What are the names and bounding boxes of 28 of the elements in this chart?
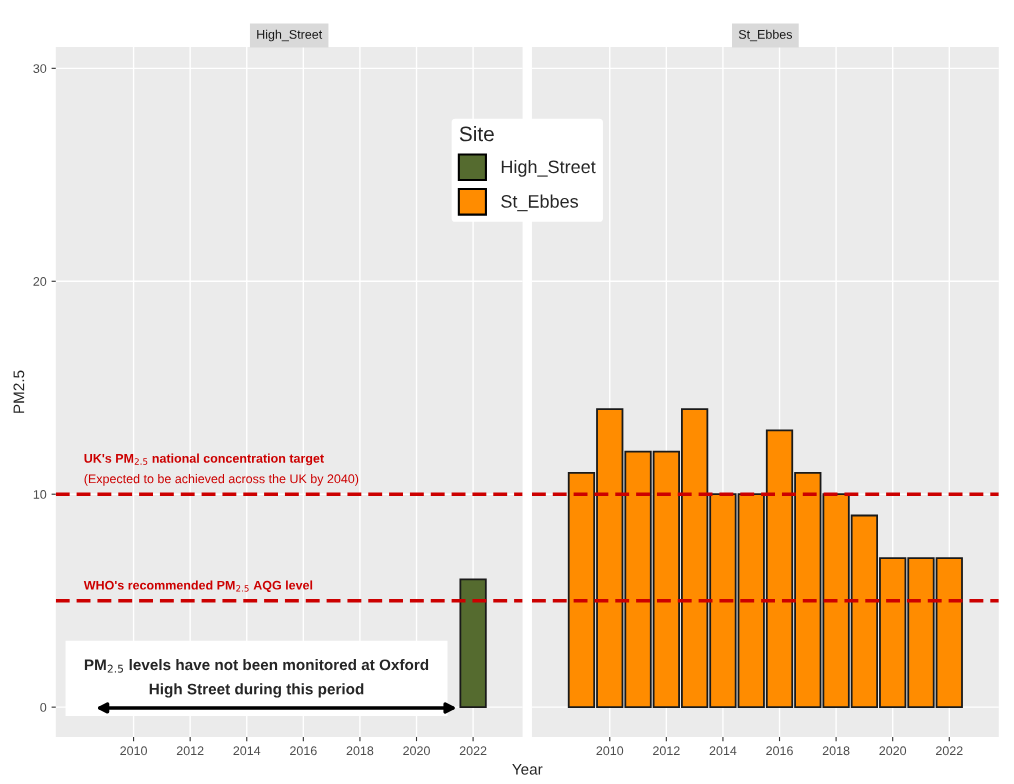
y-axis-title: PM2.5 [13,370,25,413]
x-tick-label: 2022 [459,746,487,756]
x-tick-label: 2012 [653,746,680,756]
ref-line-label: WHO's recommended PM$_{2.5}$ AQG level [83,580,313,592]
x-axis-title: Year [512,764,543,775]
x-tick-label: 2020 [403,746,430,756]
x-tick-label: 2016 [290,746,317,756]
chart-title: High_Street [257,29,323,42]
x-tick-label: 2018 [822,746,850,756]
y-tick-label: 0 [40,702,47,712]
x-tick-label: 2014 [709,746,737,756]
x-tick-label: 2014 [233,746,261,756]
legend-label: St_Ebbes [501,194,579,212]
x-tick-label: 2022 [936,746,963,756]
y-tick-label: 30 [33,64,47,73]
y-tick-label: 10 [33,490,47,499]
annotation: PM$_{2.5}$ levels have not been monitored at Oxford High Street during this period [84,658,429,698]
legend-title: Site [459,126,494,142]
x-tick-label: 2018 [346,746,374,756]
ref-line-label: UK's PM$_{2.5}$ national concentration target (Expected to be achieved across the UK by 2040) [84,453,359,486]
chart-title: St_Ebbes [738,29,793,42]
x-tick-label: 2010 [120,746,147,756]
legend-label: High_Street [501,159,596,177]
x-tick-label: 2016 [766,746,793,756]
x-tick-label: 2020 [879,746,907,756]
x-tick-label: 2012 [176,746,204,756]
y-tick-label: 20 [33,277,47,286]
x-tick-label: 2010 [596,746,624,756]
